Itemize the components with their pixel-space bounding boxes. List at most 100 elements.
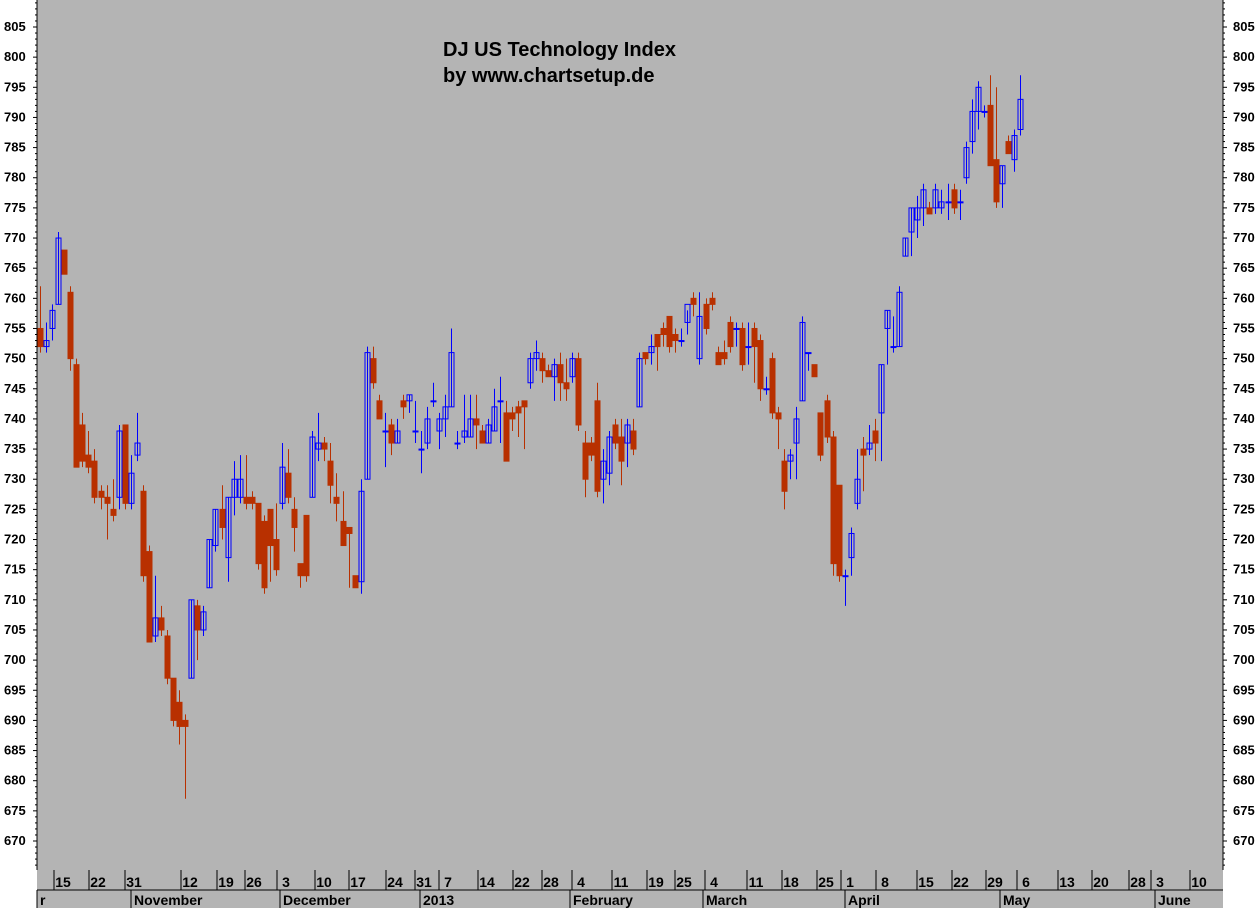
candle-body: [945, 201, 952, 204]
candle: [739, 322, 746, 371]
candle: [206, 539, 213, 589]
candle-body: [957, 201, 964, 204]
candle: [158, 605, 165, 636]
candle: [563, 358, 570, 401]
candle-body: [575, 358, 582, 426]
candle: [696, 292, 703, 365]
right-y-tick-label: 675: [1233, 803, 1255, 818]
date-label: 22: [90, 874, 106, 890]
candle: [388, 418, 395, 456]
candle: [340, 491, 347, 547]
candle-body: [951, 189, 958, 209]
date-label: 22: [953, 874, 969, 890]
right-y-tick-label: 705: [1233, 622, 1255, 637]
candle: [376, 394, 383, 420]
left-y-tick-label: 700: [4, 652, 26, 667]
candle-body: [569, 358, 576, 378]
candle-body: [920, 189, 927, 209]
right-y-tick-label: 670: [1233, 833, 1255, 848]
candle: [346, 526, 353, 588]
date-label: 6: [1022, 874, 1030, 890]
candle-body: [430, 400, 437, 403]
candle: [358, 479, 365, 594]
candle: [321, 437, 328, 462]
candle-body: [1017, 98, 1024, 131]
candle: [527, 352, 534, 389]
candle: [836, 484, 843, 582]
candle: [963, 141, 970, 184]
candle-body: [152, 617, 159, 637]
candle: [255, 502, 262, 570]
month-label: February: [573, 892, 633, 908]
candle-body: [787, 454, 794, 462]
candle-body: [436, 418, 443, 432]
candle: [926, 201, 933, 215]
candle-body: [279, 466, 286, 504]
candle: [61, 249, 68, 275]
candle-body: [938, 201, 945, 209]
candle-body: [194, 605, 201, 631]
candle-body: [1011, 135, 1018, 161]
candle-body: [684, 303, 691, 323]
candle-body: [914, 207, 921, 221]
candle: [364, 346, 371, 480]
candle: [430, 382, 437, 407]
month-label: June: [1158, 892, 1191, 908]
date-label: 19: [648, 874, 664, 890]
candle: [55, 232, 62, 305]
candle-body: [884, 309, 891, 329]
candle: [817, 412, 824, 462]
candle: [811, 364, 818, 378]
candle: [98, 485, 105, 510]
date-label: 10: [1191, 874, 1207, 890]
left-y-tick-label: 805: [4, 19, 26, 34]
right-y-tick-label: 755: [1233, 320, 1255, 335]
left-y-tick-label: 755: [4, 320, 26, 335]
left-y-tick-label: 760: [4, 290, 26, 305]
candle-body: [721, 352, 728, 360]
candle: [194, 599, 201, 661]
candle-body: [1005, 141, 1012, 155]
candle-body: [225, 496, 232, 559]
candle: [370, 346, 377, 389]
candle: [273, 503, 280, 576]
left-y-tick-label: 770: [4, 230, 26, 245]
candle-body: [382, 430, 389, 433]
candle: [279, 443, 286, 510]
candle: [769, 352, 776, 419]
candle: [715, 346, 722, 366]
candle: [442, 394, 449, 438]
candle-body: [793, 418, 800, 444]
candlesticks: [37, 75, 1024, 799]
candle-body: [866, 442, 873, 450]
candle-body: [321, 442, 328, 450]
right-y-tick-label: 690: [1233, 712, 1255, 727]
left-y-tick-label: 735: [4, 441, 26, 456]
candle: [824, 394, 831, 444]
candle: [176, 690, 183, 745]
candle: [539, 352, 546, 383]
candle-body: [400, 400, 407, 408]
candle-body: [212, 508, 219, 547]
candle-body: [188, 599, 195, 679]
candle-body: [908, 207, 915, 233]
candle: [309, 430, 316, 498]
candle-body: [618, 436, 625, 462]
candle-body: [551, 364, 558, 378]
candle-body: [763, 388, 770, 391]
candle: [352, 575, 359, 589]
candle-body: [297, 563, 304, 577]
candle-body: [122, 424, 129, 504]
candle: [575, 352, 582, 431]
candle-body: [727, 321, 734, 348]
candle: [612, 418, 619, 450]
candle: [509, 406, 516, 431]
candle-body: [830, 436, 837, 565]
candle: [987, 75, 994, 167]
date-axis: 15 22 31 12 19 26 3 10 17 24 31 7 14 22 28 4 11 19 25 4 11 18…: [53, 870, 1207, 890]
candle: [969, 99, 976, 154]
candle-body: [261, 520, 268, 589]
right-y-tick-label: 765: [1233, 260, 1255, 275]
candle-body: [672, 334, 679, 342]
candle-body: [503, 412, 510, 462]
